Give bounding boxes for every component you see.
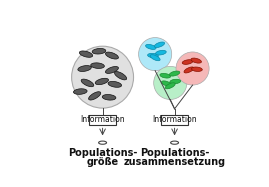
Ellipse shape <box>115 72 127 80</box>
FancyBboxPatch shape <box>89 115 116 125</box>
Ellipse shape <box>105 52 118 59</box>
Ellipse shape <box>73 89 87 94</box>
Ellipse shape <box>182 60 193 64</box>
Ellipse shape <box>89 92 101 100</box>
Ellipse shape <box>105 67 118 73</box>
Ellipse shape <box>92 48 106 54</box>
Text: größe: größe <box>87 157 119 167</box>
Ellipse shape <box>165 83 175 89</box>
Text: Information: Information <box>80 116 125 125</box>
Ellipse shape <box>171 141 179 144</box>
Ellipse shape <box>81 79 94 87</box>
Ellipse shape <box>146 44 156 49</box>
Ellipse shape <box>155 50 166 55</box>
Circle shape <box>154 66 187 99</box>
Circle shape <box>176 52 209 85</box>
Ellipse shape <box>184 67 194 73</box>
Text: Information: Information <box>152 116 197 125</box>
Circle shape <box>139 38 172 71</box>
Ellipse shape <box>79 51 93 57</box>
Ellipse shape <box>160 73 171 78</box>
Text: zusammensetzung: zusammensetzung <box>123 157 226 167</box>
FancyBboxPatch shape <box>161 115 188 125</box>
Ellipse shape <box>169 71 180 76</box>
Ellipse shape <box>78 66 91 71</box>
Text: Populations-: Populations- <box>140 148 209 158</box>
Ellipse shape <box>99 141 107 144</box>
Ellipse shape <box>150 55 160 61</box>
Ellipse shape <box>91 63 104 68</box>
Ellipse shape <box>191 58 201 63</box>
Ellipse shape <box>161 81 172 86</box>
Circle shape <box>72 46 133 108</box>
Ellipse shape <box>154 42 165 47</box>
Ellipse shape <box>148 53 158 58</box>
Text: Populations-: Populations- <box>68 148 137 158</box>
Ellipse shape <box>192 67 202 71</box>
Ellipse shape <box>170 79 181 84</box>
Ellipse shape <box>108 81 122 87</box>
Ellipse shape <box>102 94 116 100</box>
Ellipse shape <box>95 78 108 85</box>
